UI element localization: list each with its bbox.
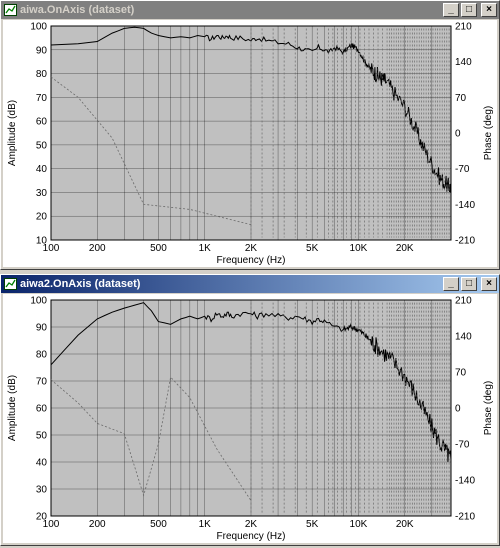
y-tick-label: 50 xyxy=(36,140,48,151)
y-tick-label: 90 xyxy=(36,45,48,56)
x-tick-label: 1K xyxy=(199,519,212,530)
x-tick-label: 200 xyxy=(89,243,106,254)
y2-tick-label: 0 xyxy=(455,129,461,140)
y-tick-label: 80 xyxy=(36,350,48,361)
grid-lines xyxy=(51,300,451,516)
minimize-button[interactable]: _ xyxy=(443,3,459,17)
close-button[interactable]: × xyxy=(481,3,497,17)
x-tick-label: 10K xyxy=(350,243,368,254)
window-titlebar[interactable]: aiwa.OnAxis (dataset) _ □ × xyxy=(1,1,499,19)
window-titlebar[interactable]: aiwa2.OnAxis (dataset) _ □ × xyxy=(1,275,499,293)
y-tick-label: 70 xyxy=(36,377,48,388)
minimize-button[interactable]: _ xyxy=(443,277,459,291)
y2-tick-label: 0 xyxy=(455,404,461,415)
x-tick-label: 5K xyxy=(306,519,319,530)
window-aiwa2-onaxis[interactable]: aiwa2.OnAxis (dataset) _ □ × 100 200 500 1K… xyxy=(0,274,500,546)
x-tick-label: 1K xyxy=(199,243,212,254)
y-tick-label: 30 xyxy=(36,188,48,199)
x-tick-label: 10K xyxy=(350,519,368,530)
frequency-response-chart: 100 200 500 1K 2K 5K 10K 20K1009080706050403020… xyxy=(7,22,494,267)
y2-tick-label: -70 xyxy=(455,164,470,175)
y2-tick-label: 210 xyxy=(455,296,472,307)
x-tick-label: 2K xyxy=(245,519,258,530)
y2-tick-label: -140 xyxy=(455,476,475,487)
plot-area-container: 100 200 500 1K 2K 5K 10K 20K 100 90 80 70 60 50 40 30 20… xyxy=(3,20,497,267)
y-tick-label: 10 xyxy=(36,236,48,247)
x-tick-label: 2K xyxy=(245,243,258,254)
frequency-response-chart: 100 200 500 1K 2K 5K 10K 20K1009080706050403020… xyxy=(7,296,494,543)
x-tick-label: 500 xyxy=(150,519,167,530)
window-title: aiwa.OnAxis (dataset) xyxy=(20,4,135,16)
phase-series xyxy=(50,302,450,514)
phase-series-line xyxy=(50,76,252,226)
plot-area-container: 100 200 500 1K 2K 5K 10K 20K 100 90 80 70 60 50 40 30 20… xyxy=(3,294,497,543)
x-tick-label: 100 xyxy=(43,243,60,254)
x-tick-label: 200 xyxy=(89,519,106,530)
y-tick-label: 40 xyxy=(36,458,48,469)
chart-icon xyxy=(3,277,17,291)
y-axis-label: Amplitude (dB) xyxy=(7,375,18,441)
y2-tick-label: -70 xyxy=(455,440,470,451)
maximize-button[interactable]: □ xyxy=(461,3,477,17)
y-tick-label: 40 xyxy=(36,164,48,175)
y2-tick-label: 70 xyxy=(455,93,467,104)
phase-series-line xyxy=(50,376,252,501)
x-axis-label: Frequency (Hz) xyxy=(217,255,286,266)
y2-tick-label: -210 xyxy=(455,236,475,247)
phase-series xyxy=(50,28,450,238)
y2-axis-label: Phase (deg) xyxy=(483,381,494,435)
x-tick-label: 20K xyxy=(396,243,414,254)
y-tick-label: 20 xyxy=(36,212,48,223)
y-tick-label: 100 xyxy=(30,22,47,33)
y-tick-label: 90 xyxy=(36,323,48,334)
y-tick-label: 20 xyxy=(36,512,48,523)
window-aiwa-onaxis[interactable]: aiwa.OnAxis (dataset) _ □ × 100 200 500 1K 2… xyxy=(0,0,500,270)
y2-tick-label: 140 xyxy=(455,332,472,343)
y-tick-label: 30 xyxy=(36,485,48,496)
y-tick-label: 100 xyxy=(30,296,47,307)
y-tick-label: 70 xyxy=(36,93,48,104)
window-title: aiwa2.OnAxis (dataset) xyxy=(20,278,141,290)
y-tick-label: 50 xyxy=(36,431,48,442)
y2-tick-label: 210 xyxy=(455,22,472,33)
amplitude-series-line xyxy=(50,26,452,193)
y2-tick-label: -210 xyxy=(455,512,475,523)
chart-icon xyxy=(3,3,17,17)
y-tick-label: 60 xyxy=(36,117,48,128)
amplitude-series-line xyxy=(50,302,452,462)
x-tick-label: 100 xyxy=(43,519,60,530)
close-button[interactable]: × xyxy=(481,277,497,291)
y-tick-label: 80 xyxy=(36,69,48,80)
x-tick-label: 5K xyxy=(306,243,319,254)
x-tick-label: 20K xyxy=(396,519,414,530)
y2-tick-label: 140 xyxy=(455,57,472,68)
x-tick-label: 500 xyxy=(150,243,167,254)
y-axis-label: Amplitude (dB) xyxy=(7,100,18,166)
y2-tick-label: 70 xyxy=(455,368,467,379)
maximize-button[interactable]: □ xyxy=(461,277,477,291)
y-tick-label: 60 xyxy=(36,404,48,415)
x-axis-label: Frequency (Hz) xyxy=(217,531,286,542)
y2-tick-label: -140 xyxy=(455,200,475,211)
y2-axis-label: Phase (deg) xyxy=(483,106,494,160)
